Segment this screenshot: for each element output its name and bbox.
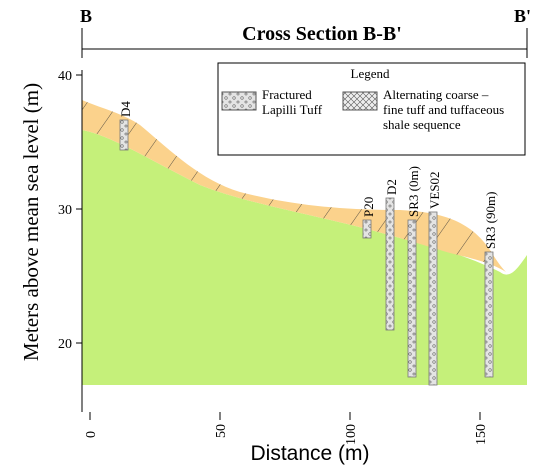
y-tick-label: 20	[58, 337, 72, 352]
borehole	[362, 219, 372, 239]
x-tick-label: 0	[84, 431, 99, 438]
x-tick-label: 100	[344, 424, 359, 445]
legend-text: shale sequence	[383, 117, 461, 132]
borehole	[484, 251, 494, 378]
section-end: B'	[514, 6, 531, 26]
borehole	[428, 211, 438, 386]
x-tick-label: 50	[214, 424, 229, 438]
section-bracket	[81, 28, 528, 58]
y-tick-label: 30	[58, 203, 72, 218]
x-tick-label: 150	[474, 424, 489, 445]
ground	[82, 130, 527, 385]
borehole-label: P20	[361, 197, 376, 217]
y-axis-title: Meters above mean sea level (m)	[19, 83, 43, 361]
borehole	[119, 119, 129, 151]
x-axis-title: Distance (m)	[250, 442, 369, 465]
borehole	[385, 197, 395, 331]
borehole-label: VES02	[427, 171, 442, 209]
section-start: B	[80, 6, 92, 26]
legend-text: Lapilli Tuff	[262, 102, 323, 117]
tuff-hatch	[82, 100, 506, 272]
y-tick-label: 40	[58, 69, 72, 84]
legend-text: fine tuff and tuffaceous	[383, 102, 504, 117]
borehole-label: SR3 (90m)	[483, 192, 498, 249]
legend-title: Legend	[351, 66, 390, 81]
legend-text: Alternating coarse –	[383, 87, 489, 102]
title: Cross Section B-B'	[242, 23, 402, 45]
legend-swatch	[221, 91, 257, 111]
legend-swatch	[342, 91, 378, 111]
borehole-label: D4	[118, 101, 133, 117]
legend-text: Fractured	[262, 87, 312, 102]
borehole-label: SR3 (0m)	[406, 166, 421, 217]
borehole-label: D2	[384, 179, 399, 195]
borehole	[407, 219, 417, 378]
